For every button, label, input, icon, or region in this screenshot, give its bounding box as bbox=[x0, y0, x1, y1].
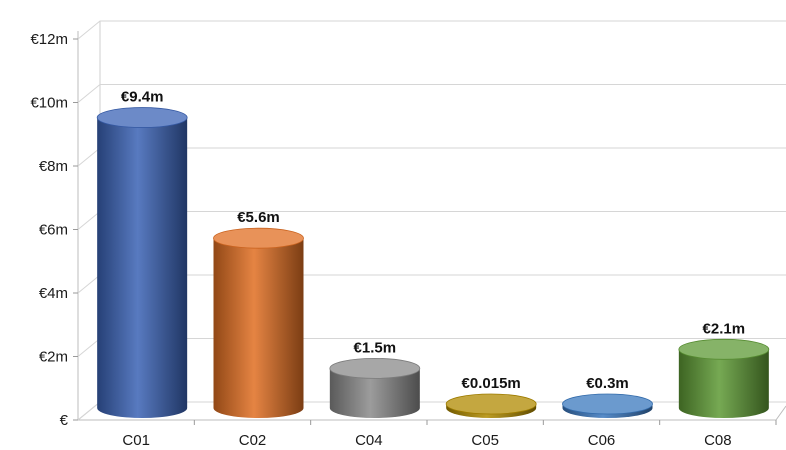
bar-c01 bbox=[96, 107, 188, 419]
x-tick-label: C02 bbox=[239, 432, 267, 449]
bar-top bbox=[678, 338, 770, 360]
x-axis-tick-labels: C01 C02 C04 C05 C06 C08 bbox=[122, 432, 731, 449]
bar-c05 bbox=[445, 393, 537, 418]
bar-top bbox=[96, 107, 188, 128]
x-tick-label: C05 bbox=[471, 432, 499, 449]
data-label: €2.1m bbox=[703, 320, 746, 337]
y-tick-label: €10m bbox=[30, 95, 68, 112]
bar-body bbox=[213, 238, 304, 418]
gridline bbox=[77, 84, 786, 103]
y-tick-label: €12m bbox=[30, 31, 68, 48]
data-labels: €9.4m €5.6m €1.5m €0.015m €0.3m €2.1m bbox=[121, 89, 745, 392]
x-tick-label: C06 bbox=[588, 432, 616, 449]
bar-top bbox=[329, 357, 421, 379]
y-tick-label: €8m bbox=[39, 158, 68, 175]
bar-top bbox=[213, 227, 304, 249]
data-label: €9.4m bbox=[121, 89, 164, 106]
bar-body bbox=[97, 117, 188, 419]
bar-body bbox=[678, 349, 769, 418]
bars bbox=[96, 107, 770, 419]
bar-body bbox=[329, 368, 420, 418]
data-label: €0.015m bbox=[462, 375, 521, 392]
x-tick-label: C01 bbox=[122, 432, 150, 449]
y-tick-label: €6m bbox=[39, 222, 68, 239]
data-label: €0.3m bbox=[586, 375, 629, 392]
x-tick-label: C04 bbox=[355, 432, 383, 449]
bar-c06 bbox=[562, 393, 653, 418]
gridline bbox=[77, 20, 786, 40]
y-axis-tick-labels: € €2m €4m €6m €8m €10m €12m bbox=[30, 31, 68, 429]
bar-top bbox=[445, 393, 537, 415]
y-tick-label: €4m bbox=[39, 285, 68, 302]
data-label: €1.5m bbox=[354, 339, 397, 356]
bar-c04 bbox=[329, 357, 421, 418]
x-tick-label: C08 bbox=[704, 432, 732, 449]
y-tick-label: €2m bbox=[39, 349, 68, 366]
data-label: €5.6m bbox=[237, 209, 280, 226]
bar-top bbox=[562, 393, 653, 415]
bar-c02 bbox=[213, 227, 304, 418]
y-tick-label: € bbox=[60, 412, 69, 429]
bar-c08 bbox=[678, 338, 770, 418]
